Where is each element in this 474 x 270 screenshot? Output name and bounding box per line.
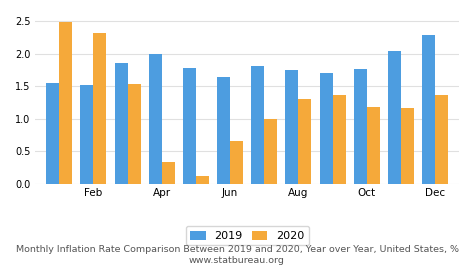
Bar [354,69,367,184]
Bar [388,51,401,184]
Bar [183,68,196,184]
Bar [115,63,128,184]
Text: Monthly Inflation Rate Comparison Between 2019 and 2020, Year over Year, United : Monthly Inflation Rate Comparison Betwee… [16,245,458,265]
Bar [230,141,243,184]
Bar [149,54,162,184]
Bar [319,73,333,184]
Bar [264,119,277,184]
Bar [299,99,311,184]
Bar [93,32,107,184]
Bar [162,162,175,184]
Bar [217,77,230,184]
Bar [333,95,346,184]
Bar [285,70,299,184]
Bar [435,95,448,184]
Bar [401,108,414,184]
Bar [46,83,59,184]
Bar [128,85,141,184]
Bar [196,176,209,184]
Bar [367,107,380,184]
Bar [59,22,72,184]
Bar [81,85,93,184]
Legend: 2019, 2020: 2019, 2020 [186,226,309,245]
Bar [251,66,264,184]
Bar [422,35,435,184]
